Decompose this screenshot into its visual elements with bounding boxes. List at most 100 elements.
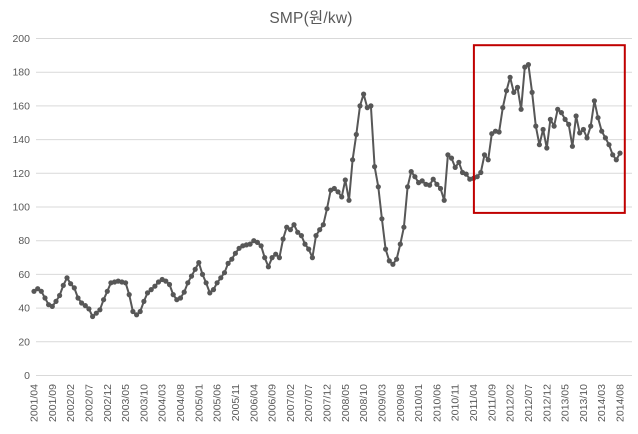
data-point-marker [511,89,517,95]
y-axis-tick-label: 200 [12,33,30,45]
data-point-marker [342,177,348,183]
data-point-marker [152,283,158,289]
data-point-marker [518,106,524,112]
x-axis-tick-label: 2001/09 [47,384,59,422]
data-point-marker [533,123,539,129]
data-point-marker [57,292,63,299]
data-point-marker [375,184,381,190]
x-axis-tick-label: 2007/07 [303,384,315,422]
data-point-marker [273,251,279,257]
x-axis-tick-label: 2010/11 [450,384,462,421]
data-point-marker [90,313,96,320]
x-axis-tick-label: 2003/05 [120,384,132,422]
data-point-marker [49,303,55,309]
y-axis-tick-label: 80 [18,235,30,247]
x-axis-tick-label: 2012/02 [505,384,517,422]
y-axis-tick-label: 100 [12,202,30,214]
data-point-marker [269,255,275,261]
y-axis-tick-label: 160 [12,100,30,112]
data-point-marker [584,135,590,141]
data-point-marker [361,91,367,97]
data-point-marker [547,116,554,122]
data-point-marker [86,306,92,312]
data-point-marker [496,129,502,135]
x-axis-tick-label: 2012/12 [541,384,553,422]
data-point-marker [313,233,319,239]
data-point-marker [437,185,444,192]
data-point-marker [218,275,224,281]
data-point-marker [617,150,623,156]
data-point-marker [525,62,532,68]
data-point-marker [291,222,297,228]
data-point-marker [170,292,176,298]
data-point-marker [456,159,462,165]
x-axis-tick-label: 2006/04 [248,384,260,422]
x-axis-tick-label: 2011/09 [486,384,498,421]
data-point-marker [276,255,282,261]
data-point-marker [544,145,550,151]
data-point-marker [93,310,99,316]
x-axis-tick-label: 2005/01 [193,384,205,422]
data-point-marker [529,89,535,95]
data-point-marker [514,84,521,90]
data-point-marker [448,155,455,161]
data-point-marker [397,241,403,247]
data-point-marker [390,261,396,267]
x-axis-tick-label: 2002/02 [65,384,77,422]
x-axis-tick-label: 2012/07 [523,384,535,422]
data-point-marker [31,288,37,294]
data-point-marker [306,246,312,252]
data-point-marker [254,239,260,245]
data-point-marker [412,174,418,180]
data-point-marker [163,278,169,284]
x-axis-tick-label: 2007/12 [322,384,334,422]
data-point-marker [434,181,440,187]
data-point-marker [38,288,44,294]
y-axis-tick-label: 20 [18,336,30,348]
y-axis-tick-label: 140 [12,134,30,146]
data-point-marker [383,246,389,252]
data-point-marker [221,270,228,276]
data-point-marker [177,295,184,301]
data-point-marker [405,184,411,190]
data-point-marker [372,164,378,170]
data-point-marker [203,280,209,286]
data-point-marker [430,176,436,182]
data-point-marker [232,250,238,256]
x-axis-tick-label: 2004/03 [157,384,169,422]
data-point-marker [75,295,81,301]
data-point-marker [287,227,293,233]
data-point-marker [265,264,271,270]
data-point-marker [148,287,154,293]
data-point-marker [610,152,616,158]
data-point-marker [580,126,587,133]
chart-title: SMP(원/kw) [269,10,353,27]
data-point-marker [602,135,609,141]
data-point-marker [606,142,612,148]
y-axis-tick-label: 120 [12,168,30,180]
data-point-marker [196,260,202,266]
data-point-marker [317,227,323,233]
x-axis-tick-label: 2004/08 [175,384,187,422]
data-point-marker [199,271,206,277]
data-point-marker [188,273,195,279]
data-point-marker [295,229,301,235]
data-point-marker [507,74,513,80]
y-axis-tick-label: 60 [18,269,30,281]
data-point-marker [144,290,151,296]
data-point-marker [35,286,41,292]
data-point-marker [60,282,66,288]
x-axis-tick-label: 2010/06 [431,384,443,422]
data-point-marker [71,285,77,291]
x-axis-tick-label: 2005/11 [230,384,242,421]
data-point-marker [155,279,162,285]
data-point-marker [192,266,198,272]
data-point-marker [463,171,469,177]
data-point-marker [368,103,374,109]
data-point-marker [210,287,217,293]
x-axis-tick-label: 2006/09 [267,384,279,422]
data-point-marker [401,224,407,230]
data-point-marker [452,164,458,170]
data-point-marker [595,115,601,121]
data-point-marker [485,157,491,163]
